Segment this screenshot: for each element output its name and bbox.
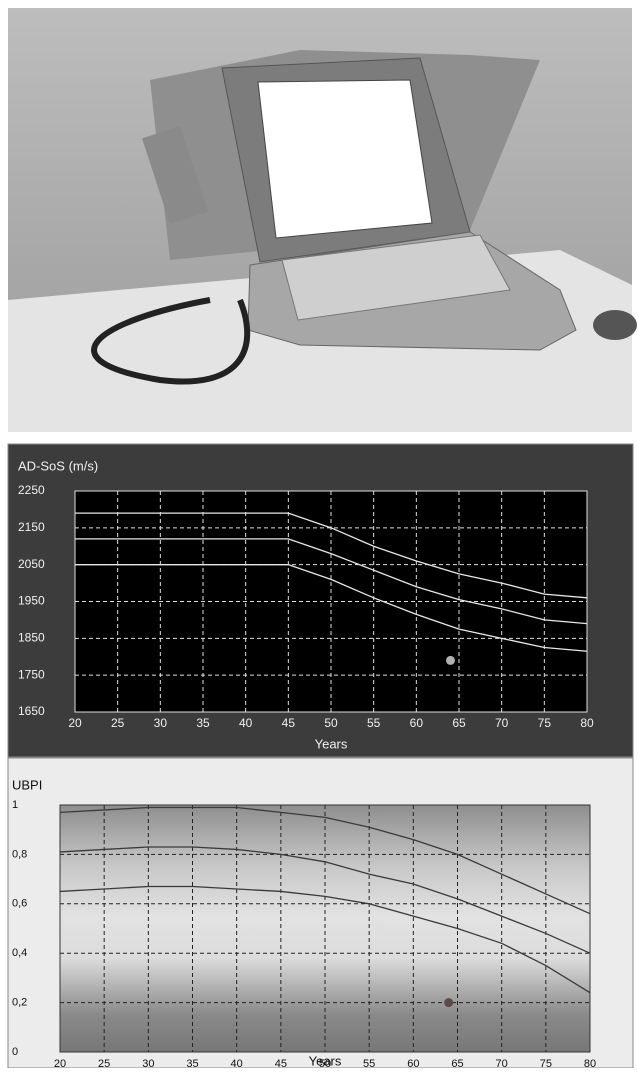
x-tick-label: 65 [452,716,466,730]
x-tick-label: 30 [142,1058,154,1068]
y-tick-label: 1 [12,799,18,811]
x-tick-label: 25 [111,716,125,730]
y-tick-label: 1850 [18,631,45,645]
x-tick-label: 30 [154,716,168,730]
x-tick-label: 50 [324,716,338,730]
y-tick-label: 1750 [18,667,45,681]
x-tick-label: 25 [98,1058,110,1068]
x-tick-label: 35 [196,716,210,730]
x-tick-label: 75 [540,1058,552,1068]
x-tick-label: 65 [451,1058,463,1068]
x-tick-label: 20 [68,716,82,730]
y-tick-label: 0 [12,1046,18,1058]
y-tick-label: 0,2 [12,997,27,1009]
figure: AD-SoS (m/s)Years16501750185019502050215… [0,0,638,1068]
device-photo [8,8,637,432]
x-tick-label: 45 [275,1058,287,1068]
y-tick-label: 0,6 [12,898,27,910]
x-tick-label: 70 [496,1058,508,1068]
x-tick-label: 40 [231,1058,243,1068]
x-tick-label: 75 [538,716,552,730]
x-tick-label: 20 [54,1058,66,1068]
x-tick-label: 80 [580,716,594,730]
y-tick-label: 1650 [18,704,45,718]
x-tick-label: 60 [407,1058,419,1068]
x-tick-label: 55 [367,716,381,730]
y-tick-label: 0,4 [12,947,27,959]
x-tick-label: 80 [584,1058,596,1068]
x-tick-label: 35 [186,1058,198,1068]
patient-marker [446,656,455,665]
patient-marker [444,998,453,1007]
x-tick-label: 50 [319,1058,331,1068]
x-tick-label: 55 [363,1058,375,1068]
x-tick-label: 70 [495,716,509,730]
x-tick-label: 40 [239,716,253,730]
x-axis-label: Years [315,736,348,751]
chart-title: UBPI [12,777,42,792]
y-tick-label: 2250 [18,483,45,497]
y-tick-label: 1950 [18,594,45,608]
x-tick-label: 45 [282,716,296,730]
y-tick-label: 2150 [18,520,45,534]
y-tick-label: 2050 [18,557,45,571]
x-tick-label: 60 [410,716,424,730]
chart-title: AD-SoS (m/s) [18,458,98,473]
y-tick-label: 0,8 [12,848,27,860]
